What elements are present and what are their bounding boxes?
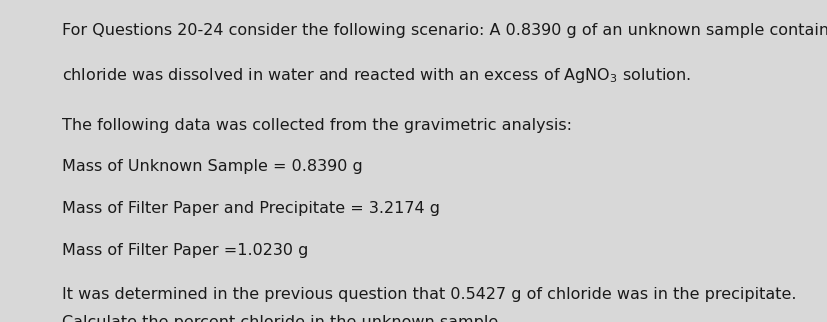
Text: Mass of Unknown Sample = 0.8390 g: Mass of Unknown Sample = 0.8390 g (62, 159, 362, 175)
Text: Mass of Filter Paper =1.0230 g: Mass of Filter Paper =1.0230 g (62, 243, 308, 258)
Text: Calculate the percent chloride in the unknown sample: Calculate the percent chloride in the un… (62, 315, 498, 322)
Text: The following data was collected from the gravimetric analysis:: The following data was collected from th… (62, 118, 571, 133)
Text: It was determined in the previous question that 0.5427 g of chloride was in the : It was determined in the previous questi… (62, 287, 796, 302)
Text: For Questions 20-24 consider the following scenario: A 0.8390 g of an unknown sa: For Questions 20-24 consider the followi… (62, 23, 827, 38)
Text: chloride was dissolved in water and reacted with an excess of AgNO$_3$ solution.: chloride was dissolved in water and reac… (62, 66, 691, 85)
Text: Mass of Filter Paper and Precipitate = 3.2174 g: Mass of Filter Paper and Precipitate = 3… (62, 201, 440, 216)
